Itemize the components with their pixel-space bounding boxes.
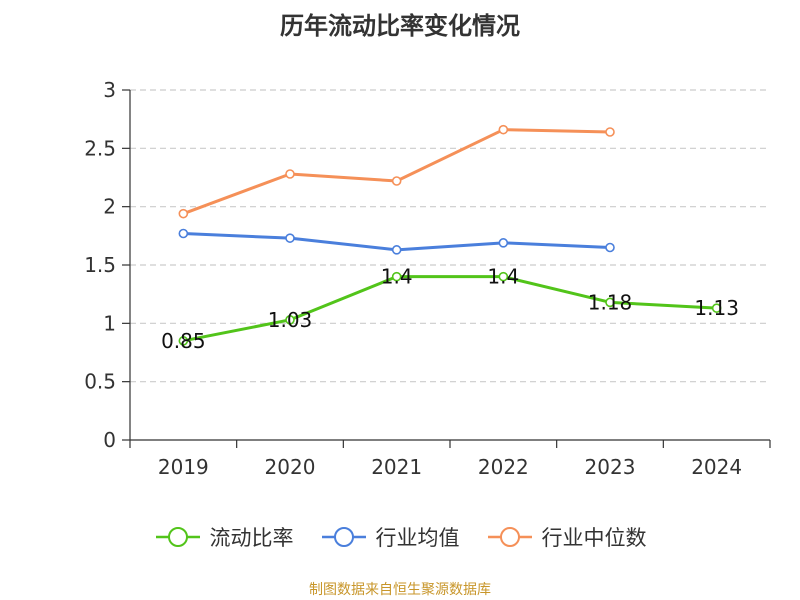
- data-label: 0.85: [161, 329, 206, 353]
- data-point: [178, 208, 189, 219]
- x-tick-label: 2023: [585, 455, 636, 479]
- data-label: 1.4: [381, 265, 413, 289]
- data-point: [711, 303, 722, 313]
- chart-title: 历年流动比率变化情况: [280, 12, 520, 40]
- source-note: 制图数据来自恒生聚源数据库: [309, 582, 491, 598]
- legend: 流动比率 行业均值 行业中位数: [0, 520, 800, 554]
- data-point: [498, 124, 509, 135]
- data-point: [605, 242, 615, 253]
- legend-item[interactable]: 行业均值: [320, 522, 460, 552]
- x-tick-label: 2019: [158, 455, 209, 479]
- data-point: [605, 297, 615, 308]
- data-point: [285, 169, 295, 179]
- y-tick-label: 0: [103, 428, 116, 452]
- legend-label: 行业中位数: [541, 526, 647, 550]
- legend-swatch-icon: [155, 527, 200, 547]
- data-label: 1.03: [268, 308, 313, 332]
- legend-swatch-icon: [487, 527, 532, 547]
- data-point: [178, 336, 189, 346]
- y-tick-label: 2: [103, 195, 116, 219]
- legend-swatch-icon: [321, 527, 366, 547]
- x-tick-label: 2024: [691, 455, 742, 479]
- data-label: 1.13: [694, 296, 739, 320]
- y-tick-label: 0.5: [84, 370, 116, 394]
- data-point: [285, 315, 295, 325]
- grid-lines: [130, 89, 770, 383]
- series-line: [183, 275, 717, 343]
- data-label: 1.18: [588, 290, 633, 314]
- data-point: [605, 127, 615, 137]
- axes: 0 0.5 1 1.5 2 2.5 3 2019 2020 2021 2022 2023 2024: [84, 78, 771, 479]
- series-line: [182, 128, 611, 216]
- data-label: 1.4: [487, 265, 519, 289]
- data-point: [498, 238, 509, 248]
- y-tick-label: 1.5: [84, 253, 116, 277]
- y-tick-label: 1: [103, 311, 116, 335]
- data-point: [391, 176, 402, 186]
- data-point: [498, 271, 509, 282]
- data-point: [178, 228, 189, 239]
- legend-label: 流动比率: [209, 526, 294, 550]
- x-tick-label: 2022: [478, 455, 529, 479]
- y-tick-label: 3: [103, 78, 116, 102]
- x-tick-label: 2021: [371, 455, 422, 479]
- legend-item[interactable]: 流动比率: [154, 522, 294, 552]
- legend-label: 行业均值: [375, 526, 460, 550]
- data-point: [285, 233, 295, 243]
- y-tick-label: 2.5: [84, 136, 116, 160]
- x-tick-label: 2020: [265, 455, 316, 479]
- data-point: [391, 271, 402, 282]
- data-labels: 0.85 1.03 1.4 1.4 1.18 1.13: [161, 265, 739, 353]
- data-point: [391, 245, 402, 255]
- legend-item[interactable]: 行业中位数: [486, 522, 647, 552]
- series-lines: [178, 124, 722, 346]
